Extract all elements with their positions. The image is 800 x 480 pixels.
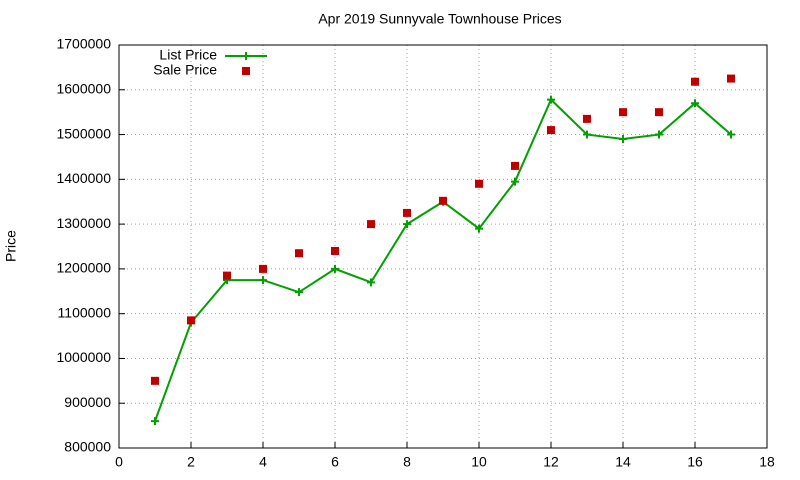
- plot-border: [118, 44, 768, 449]
- y-tick-label: 1400000: [56, 170, 111, 186]
- data-point: [403, 220, 411, 229]
- legend-label: Sale Price: [153, 62, 217, 78]
- data-point: [367, 220, 375, 229]
- x-tick-label: 2: [187, 454, 195, 470]
- x-tick-label: 4: [259, 454, 267, 470]
- y-tick-label: 1200000: [56, 260, 111, 276]
- x-tick-label: 10: [471, 454, 487, 470]
- y-axis-label: Price: [3, 230, 19, 262]
- legend-marker: [242, 67, 250, 75]
- data-point: [583, 130, 591, 139]
- y-tick-label: 1300000: [56, 215, 111, 231]
- x-tick-label: 16: [687, 454, 703, 470]
- y-tick-label: 1500000: [56, 125, 111, 141]
- y-tick-label: 900000: [64, 394, 111, 410]
- y-tick-label: 1700000: [56, 36, 111, 52]
- data-point: [691, 99, 699, 108]
- data-point: [151, 376, 159, 385]
- data-point: [727, 74, 735, 83]
- data-point: [583, 114, 591, 123]
- data-point: [727, 130, 735, 139]
- data-point: [403, 208, 411, 217]
- data-point: [619, 108, 627, 117]
- data-point: [331, 264, 339, 273]
- data-point: [655, 130, 663, 139]
- y-tick-label: 800000: [64, 439, 111, 455]
- x-tick-label: 12: [543, 454, 559, 470]
- data-point: [259, 276, 267, 285]
- data-point: [475, 224, 483, 233]
- data-point: [259, 264, 267, 273]
- data-point: [655, 108, 663, 117]
- chart-title: Apr 2019 Sunnyvale Townhouse Prices: [318, 11, 561, 27]
- x-tick-label: 6: [331, 454, 339, 470]
- y-tick-label: 1100000: [58, 304, 112, 320]
- data-point: [223, 271, 231, 280]
- data-point: [295, 249, 303, 258]
- x-tick-label: 14: [615, 454, 631, 470]
- series-line: [154, 97, 732, 422]
- legend-label: List Price: [159, 47, 217, 63]
- data-point: [151, 417, 159, 426]
- data-point: [547, 126, 555, 135]
- x-tick-label: 0: [115, 454, 123, 470]
- data-point: [619, 135, 627, 144]
- data-point: [475, 179, 483, 188]
- x-tick-label: 18: [759, 454, 775, 470]
- data-point: [439, 196, 447, 205]
- data-point: [331, 246, 339, 255]
- y-tick-label: 1000000: [56, 349, 111, 365]
- data-point: [511, 177, 519, 186]
- y-tick-label: 1600000: [56, 80, 111, 96]
- data-point: [547, 95, 555, 104]
- data-point: [367, 278, 375, 287]
- legend-marker: [242, 52, 250, 60]
- data-point: [187, 316, 195, 325]
- x-tick-label: 8: [403, 454, 411, 470]
- data-point: [691, 77, 699, 86]
- data-point: [295, 288, 303, 297]
- data-point: [511, 161, 519, 170]
